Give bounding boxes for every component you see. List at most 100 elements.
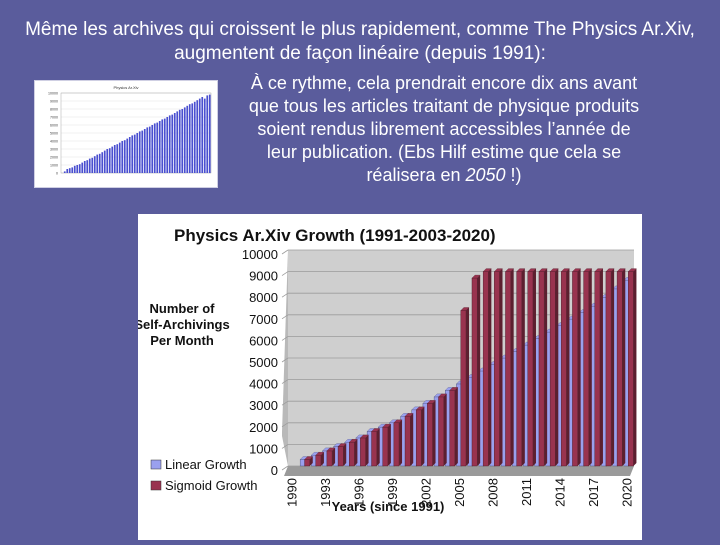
thumb-bar [153,123,156,173]
thumbnail-chart-svg: Physics Ar.Xiv 1000090008000700060005000… [48,85,212,175]
y-tick-label: 5000 [249,355,278,370]
thumb-bar [86,160,89,173]
thumb-bar [93,156,96,173]
thumb-bar [118,142,121,173]
bar-sigmoid [449,387,459,467]
slide-body-text: À ce rythme, cela prendrait encore dix a… [244,72,644,187]
bar-sigmoid [348,439,358,467]
gridline-side [281,292,289,298]
bar-sigmoid [315,452,325,467]
thumb-bar [108,148,111,173]
thumb-bar [123,140,126,173]
gridline-side [281,249,289,255]
bar-sigmoid [616,268,626,467]
thumb-bar [158,121,161,173]
thumb-y-tick-label: 9000 [50,99,58,103]
bar-sigmoid [493,268,503,467]
thumb-bar [83,161,86,173]
bar-sigmoid [627,268,637,467]
bar-sigmoid [538,268,548,467]
growth-chart: Physics Ar.Xiv Growth (1991-2003-2020) 1… [134,214,642,540]
thumb-bar [91,157,94,173]
chart-base-floor [284,466,634,476]
bar-sigmoid [594,268,604,467]
gridline-side [281,314,289,320]
thumb-bar [146,127,149,173]
chart-floor [282,250,288,466]
thumb-bar [166,117,169,173]
thumb-bar [206,95,209,173]
thumb-bar [196,100,199,173]
bar-sigmoid [404,413,414,467]
body-text-end: !) [505,165,522,185]
thumb-bar [176,111,179,173]
thumb-y-tick-label: 3000 [50,147,58,151]
y-axis-label-line-3: Per Month [150,333,214,348]
thumb-bar [141,130,144,173]
thumb-y-tick-label: 1000 [50,163,58,167]
thumb-y-tick-label: 10000 [48,91,58,95]
thumb-y-tick-label: 2000 [50,155,58,159]
legend-swatch-linear [150,459,162,470]
thumb-bar [193,101,196,173]
x-tick-label: 1999 [385,478,400,507]
thumb-bar [181,109,184,173]
thumb-bar [121,141,124,173]
thumb-bar [126,138,129,173]
thumb-bar [208,94,211,173]
thumb-bar [156,122,159,173]
bar-sigmoid [527,268,537,467]
bar-sigmoid [393,419,403,467]
gridline-side [281,379,289,384]
y-tick-label: 9000 [249,269,278,284]
x-tick-label: 2005 [452,478,467,507]
gridline-side [281,271,289,276]
thumb-bar [88,158,91,173]
thumb-bar [178,109,181,173]
thumb-y-tick-label: 6000 [50,123,58,127]
y-tick-label: 8000 [249,290,278,305]
thumb-bar [101,152,104,173]
thumb-bar [186,105,189,173]
y-tick-label: 10000 [242,247,278,262]
thumb-y-tick-label: 5000 [50,131,58,135]
thumb-bar [168,115,171,173]
bar-sigmoid [360,434,369,467]
y-tick-label: 4000 [249,377,278,392]
bar-sigmoid [482,268,492,467]
x-tick-label: 2008 [485,478,500,507]
thumb-bar [76,165,79,173]
bar-sigmoid [560,268,570,467]
thumb-bar [96,154,99,173]
x-axis-label: Years (since 1991) [332,499,445,514]
x-tick-label: 2002 [419,478,434,507]
thumb-bar [68,168,71,173]
thumb-y-tick-label: 0 [56,171,58,175]
y-tick-label: 7000 [249,312,278,327]
bar-sigmoid [371,428,381,467]
bar-sigmoid [337,443,347,467]
gridline-side [281,444,289,449]
bar-sigmoid [516,268,526,467]
thumb-y-tick-label: 8000 [50,107,58,111]
thumb-bar [191,103,194,173]
thumb-bar [138,131,141,173]
chart-title: Physics Ar.Xiv Growth (1991-2003-2020) [174,226,496,245]
bar-sigmoid [426,400,436,467]
thumb-bar [103,150,106,173]
thumb-bar [98,153,101,173]
thumb-bar [81,162,84,173]
y-tick-label: 1000 [249,441,278,456]
legend-label-sigmoid: Sigmoid Growth [165,478,257,493]
gridline-side [281,465,289,471]
thumb-bar [128,137,131,173]
bar-sigmoid [438,393,448,467]
y-tick-label: 6000 [249,333,278,348]
thumb-bar [201,97,204,173]
slide-title: Même les archives qui croissent le plus … [25,19,695,64]
thumb-bar [151,125,154,173]
x-tick-label: 2011 [519,478,534,506]
bar-sigmoid [549,268,559,467]
legend-swatch-sigmoid [150,480,162,491]
x-tick-label: 1996 [352,478,367,507]
